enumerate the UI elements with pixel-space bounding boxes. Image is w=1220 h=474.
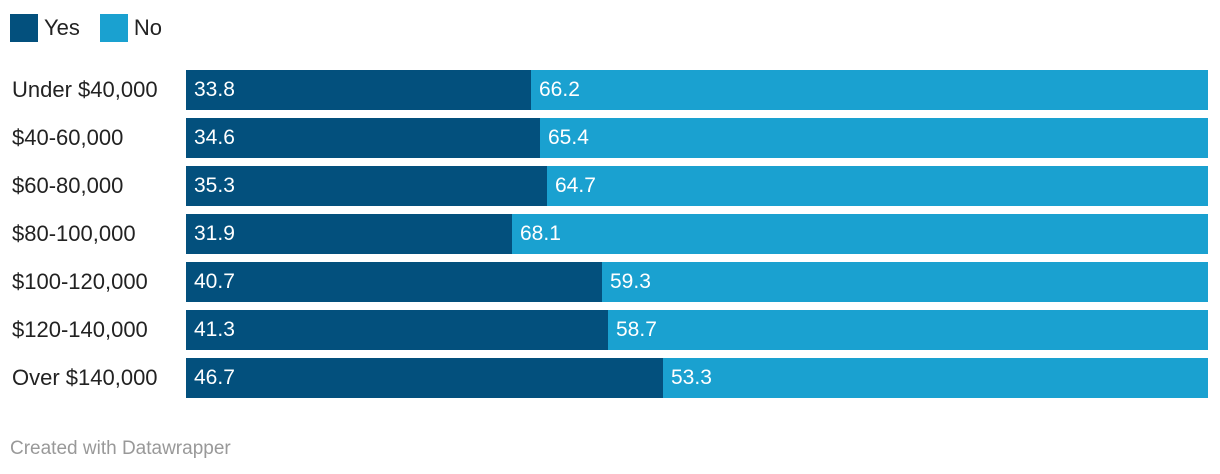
bar-track: 46.7 53.3 [186,358,1208,398]
bar-track: 33.8 66.2 [186,70,1208,110]
category-label: $120-140,000 [12,317,148,342]
category-label: Over $140,000 [12,365,158,390]
data-label-yes: 41.3 [194,318,235,341]
legend-label: No [133,15,163,40]
bar-row: Under $40,000 33.8 66.2 [0,70,1220,110]
bar-segment-no [540,118,1208,158]
legend: Yes No [10,14,182,42]
data-label-yes: 46.7 [194,366,235,389]
category-label: $100-120,000 [12,269,148,294]
data-label-no: 53.3 [671,366,712,389]
data-label-yes: 34.6 [194,126,235,149]
legend-item-no: No [99,14,163,42]
bar-segment-no [531,70,1208,110]
credit-text: Created with Datawrapper [10,438,231,459]
legend-label: Yes [44,15,80,40]
category-label: Under $40,000 [12,77,158,102]
category-label: $60-80,000 [12,173,124,198]
bar-row: $80-100,000 31.9 68.1 [0,214,1220,254]
bar-segment-yes [186,70,531,110]
bar-segment-no [602,262,1208,302]
bar-track: 35.3 64.7 [186,166,1208,206]
bar-track: 40.7 59.3 [186,262,1208,302]
bar-row: Over $140,000 46.7 53.3 [0,358,1220,398]
data-label-yes: 33.8 [194,78,235,101]
bar-segment-no [608,310,1208,350]
bar-segment-no [663,358,1208,398]
bar-track: 34.6 65.4 [186,118,1208,158]
data-label-no: 59.3 [610,270,651,293]
legend-item-yes: Yes [10,14,80,42]
legend-swatch [10,14,38,42]
bar-segment-no [512,214,1208,254]
bar-row: $60-80,000 35.3 64.7 [0,166,1220,206]
bar-segment-yes [186,166,547,206]
data-label-no: 58.7 [616,318,657,341]
bar-segment-yes [186,262,602,302]
legend-swatch [99,14,128,42]
bar-segment-yes [186,118,540,158]
category-label: $80-100,000 [12,221,136,246]
data-label-yes: 31.9 [194,222,235,245]
data-label-no: 66.2 [539,78,580,101]
data-label-no: 68.1 [520,222,561,245]
data-label-yes: 40.7 [194,270,235,293]
bar-row: $120-140,000 41.3 58.7 [0,310,1220,350]
bar-segment-no [547,166,1208,206]
data-label-no: 65.4 [548,126,589,149]
bar-track: 31.9 68.1 [186,214,1208,254]
bar-row: $100-120,000 40.7 59.3 [0,262,1220,302]
bar-segment-yes [186,214,512,254]
bar-segment-yes [186,358,663,398]
bar-segment-yes [186,310,608,350]
category-label: $40-60,000 [12,125,124,150]
bar-row: $40-60,000 34.6 65.4 [0,118,1220,158]
data-label-yes: 35.3 [194,174,235,197]
bar-track: 41.3 58.7 [186,310,1208,350]
data-label-no: 64.7 [555,174,596,197]
